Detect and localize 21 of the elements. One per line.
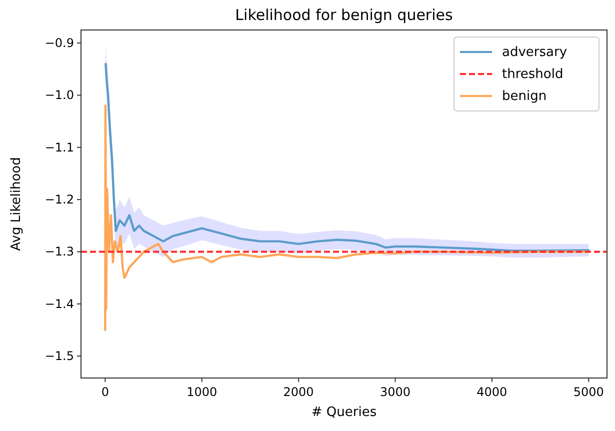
line-series [104,62,590,252]
x-tick-label: 1000 [186,385,218,399]
y-tick-label: −1.4 [44,296,74,311]
chart-title: Likelihood for benign queries [235,6,454,24]
x-tick-label: 5000 [573,385,604,399]
x-tick-label: 0 [101,385,109,399]
y-tick-label: −0.9 [44,36,74,50]
legend-label: benign [502,89,547,104]
y-tick-label: −1.3 [44,244,74,259]
y-axis-title: Avg Likelihood [9,157,24,251]
y-tick-label: −1.1 [44,140,74,154]
y-tick-label: −1.5 [44,349,74,364]
x-tick-label: 2000 [283,385,314,399]
x-tick-label: 4000 [476,385,508,399]
y-tick-label: −1.0 [44,88,74,102]
x-axis-title: # Queries [311,405,377,420]
legend-label: adversary [502,45,568,60]
line-series [104,104,590,332]
legend-label: threshold [502,67,564,82]
x-tick-label: 3000 [380,385,411,399]
y-tick-label: −1.2 [44,192,74,207]
